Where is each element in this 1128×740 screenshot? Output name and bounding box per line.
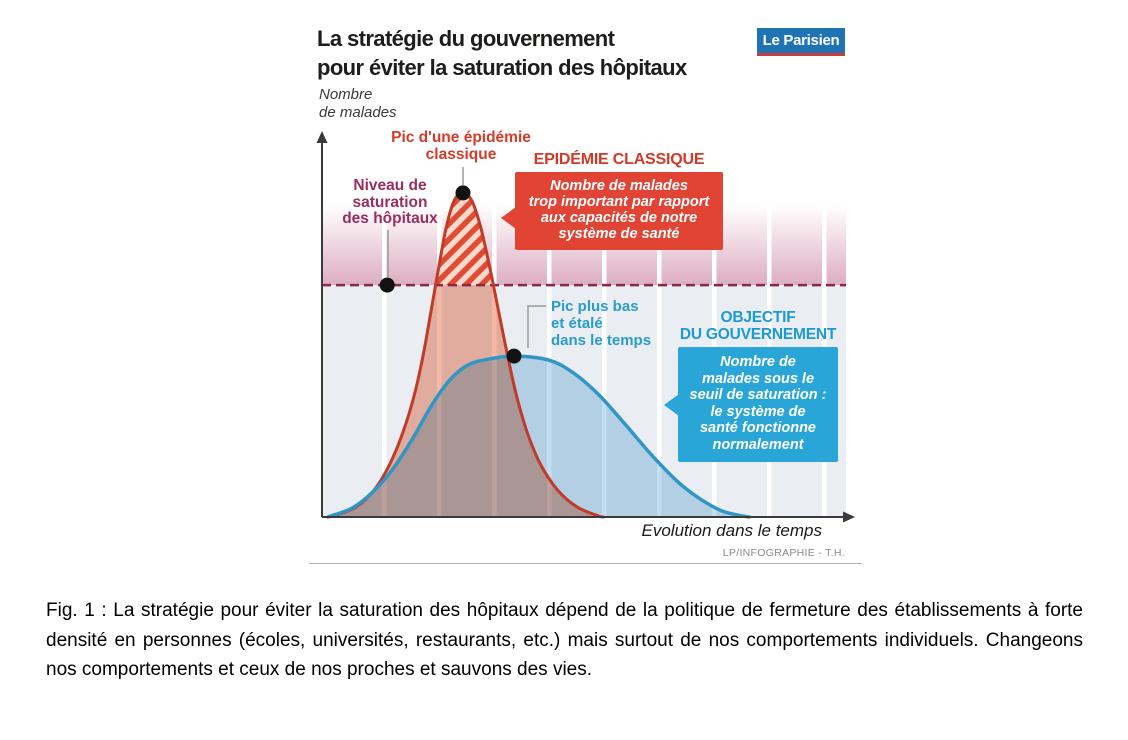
callout-pointer-icon	[664, 394, 679, 416]
classic-peak-label-line2: classique	[425, 146, 497, 163]
flattened-curve-area	[327, 356, 750, 517]
infographic-title-line1: La stratégie du gouvernement	[317, 26, 615, 51]
objective-heading-line2: DU GOUVERNEMENT	[679, 325, 837, 343]
callout-pointer-icon	[501, 207, 516, 229]
classic-epidemic-heading: EPIDÉMIE CLASSIQUE	[533, 151, 705, 168]
red-callout-line4: système de santé	[558, 226, 680, 242]
classic-epidemic-callout: Nombre de malades trop important par rap…	[501, 172, 723, 250]
y-axis-label: Nombre de malades	[319, 86, 397, 122]
y-axis-label-line1: Nombre	[319, 86, 373, 103]
saturation-level-marker	[379, 277, 395, 293]
classic-peak-label-line1: Pic d'une épidémie	[391, 129, 531, 146]
blue-callout-line6: normalement	[712, 436, 804, 453]
divider-line	[309, 563, 862, 564]
classic-peak-label: Pic d'une épidémie classique	[368, 129, 554, 163]
infographic-title: La stratégie du gouvernement pour éviter…	[317, 24, 687, 82]
blue-callout-line2: malades sous le	[701, 370, 815, 387]
red-callout-line3: aux capacités de notre	[540, 210, 698, 226]
figure-caption: Fig. 1 : La stratégie pour éviter la sat…	[46, 600, 1083, 680]
y-axis-label-line2: de malades	[319, 104, 397, 121]
le-parisien-logo: Le Parisien	[757, 28, 845, 56]
flattened-peak-label: Pic plus bas et étalé dans le temps	[551, 298, 671, 349]
government-objective-callout: Nombre de malades sous le seuil de satur…	[664, 347, 838, 462]
flattened-peak-marker	[506, 348, 522, 364]
le-parisien-logo-text: Le Parisien	[762, 32, 840, 49]
classic-epidemic-area	[334, 192, 604, 518]
annotation-connectors	[387, 167, 546, 348]
band-gap-line	[602, 206, 607, 517]
blue-callout-line1: Nombre de	[720, 354, 796, 370]
band-gap-line	[657, 206, 662, 517]
axes	[321, 141, 845, 518]
objective-heading-line1: OBJECTIF	[720, 309, 796, 326]
band-gap-line	[382, 206, 387, 517]
saturation-level-label: Niveau de saturation des hôpitaux	[331, 177, 449, 228]
saturation-label-line3: des hôpitaux	[342, 210, 438, 227]
government-objective-heading: OBJECTIF DU GOUVERNEMENT	[678, 309, 838, 343]
saturation-label-line1: Niveau de	[353, 177, 427, 194]
flattened-curve	[326, 354, 751, 519]
infographic-credit: LP/INFOGRAPHIE - T.H.	[722, 547, 845, 559]
classic-peak-marker	[455, 185, 471, 201]
infographic-title-line2: pour éviter la saturation des hôpitaux	[317, 55, 687, 80]
flat-peak-label-line3: dans le temps	[551, 332, 652, 349]
saturation-label-line2: saturation	[352, 193, 428, 211]
blue-callout-line4: le système de	[710, 403, 806, 420]
x-axis-arrow-icon	[843, 511, 855, 523]
blue-callout-line5: santé fonctionne	[699, 420, 816, 436]
red-callout-line2: trop important par rapport	[528, 194, 710, 210]
red-callout-line1: Nombre de malades	[550, 178, 688, 194]
y-axis-arrow-icon	[316, 131, 328, 143]
flat-peak-label-line1: Pic plus bas	[551, 298, 639, 315]
blue-callout-line3: seuil de saturation :	[689, 387, 827, 403]
x-axis-label: Evolution dans le temps	[641, 521, 823, 540]
flat-peak-label-line2: et étalé	[551, 315, 603, 332]
